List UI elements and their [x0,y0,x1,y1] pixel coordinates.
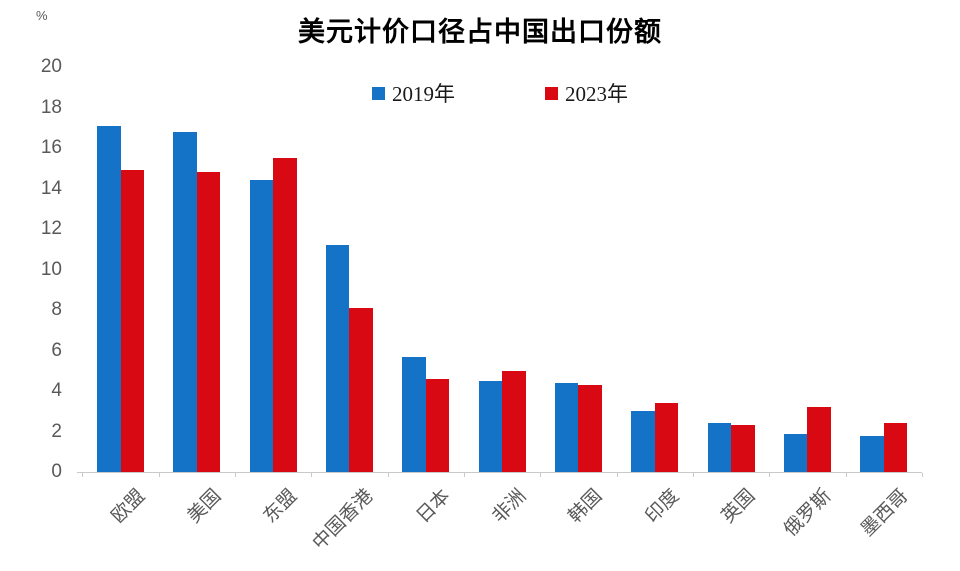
y-axis-tick-label: 6 [51,339,62,361]
x-axis-tick-mark [82,473,84,477]
bar-2023年-墨西哥 [883,423,908,472]
legend-item-2019: 2019年 [372,78,455,108]
x-axis-tick-mark [692,473,694,477]
y-axis-tick-label: 18 [40,96,62,118]
y-axis-tick-label: 10 [40,258,62,280]
x-axis-tick-mark [463,473,465,477]
x-axis-line [77,472,922,473]
bar-2019年-俄罗斯 [783,433,808,472]
x-axis-tick-mark [769,473,771,477]
y-axis-tick-label: 12 [40,218,62,239]
legend-label: 2019年 [392,82,455,106]
bar-2023年-美国 [196,172,221,472]
x-axis-tick-mark [540,473,542,477]
bar-2019年-非洲 [478,380,503,472]
y-axis-tick-label: 20 [40,56,62,77]
bar-2023年-印度 [654,403,679,472]
x-axis-tick-mark [234,473,236,477]
bar-2023年-英国 [731,425,755,472]
legend-item-2023: 2023年 [545,78,628,108]
y-axis-tick-label: 16 [40,137,62,158]
legend-label: 2023年 [565,82,628,106]
bar-2019年-墨西哥 [860,435,884,472]
x-axis-tick-mark [845,473,847,477]
y-axis-tick-label: 4 [51,380,62,401]
x-axis-tick-mark [921,473,923,477]
x-axis-tick-mark [311,473,313,477]
bar-2023年-韩国 [578,384,602,472]
x-axis-tick-mark [158,473,160,477]
bar-2019年-美国 [173,131,197,472]
legend-swatch [372,86,385,100]
legend-swatch [545,86,558,100]
bar-2019年-中国香港 [325,245,350,472]
bar-2019年-欧盟 [97,125,121,472]
y-axis-tick-label: 14 [40,177,62,199]
bar-2019年-印度 [631,411,655,472]
y-axis-tick-label: 0 [51,461,62,482]
x-axis-tick-mark [616,473,618,477]
bar-2023年-非洲 [502,370,526,472]
x-axis-category-label: 欧盟 [107,485,149,528]
bar-2019年-韩国 [554,382,579,472]
chart-title: 美元计价口径占中国出口份额 [298,17,662,47]
bar-2023年-俄罗斯 [807,407,831,472]
bar-2023年-日本 [425,378,450,472]
bar-2019年-日本 [402,356,426,472]
y-axis-tick-label: 8 [51,299,62,320]
y-axis-unit-label: % [36,8,48,23]
bar-2023年-东盟 [273,158,297,472]
y-axis-tick-label: 2 [51,420,62,442]
chart-legend: 2019年 2023年 [40,78,960,108]
x-axis-tick-mark [387,473,389,477]
bar-2023年-欧盟 [120,170,144,472]
bar-2023年-中国香港 [349,307,373,472]
bar-2019年-东盟 [249,180,274,472]
bar-2019年-英国 [707,423,732,472]
